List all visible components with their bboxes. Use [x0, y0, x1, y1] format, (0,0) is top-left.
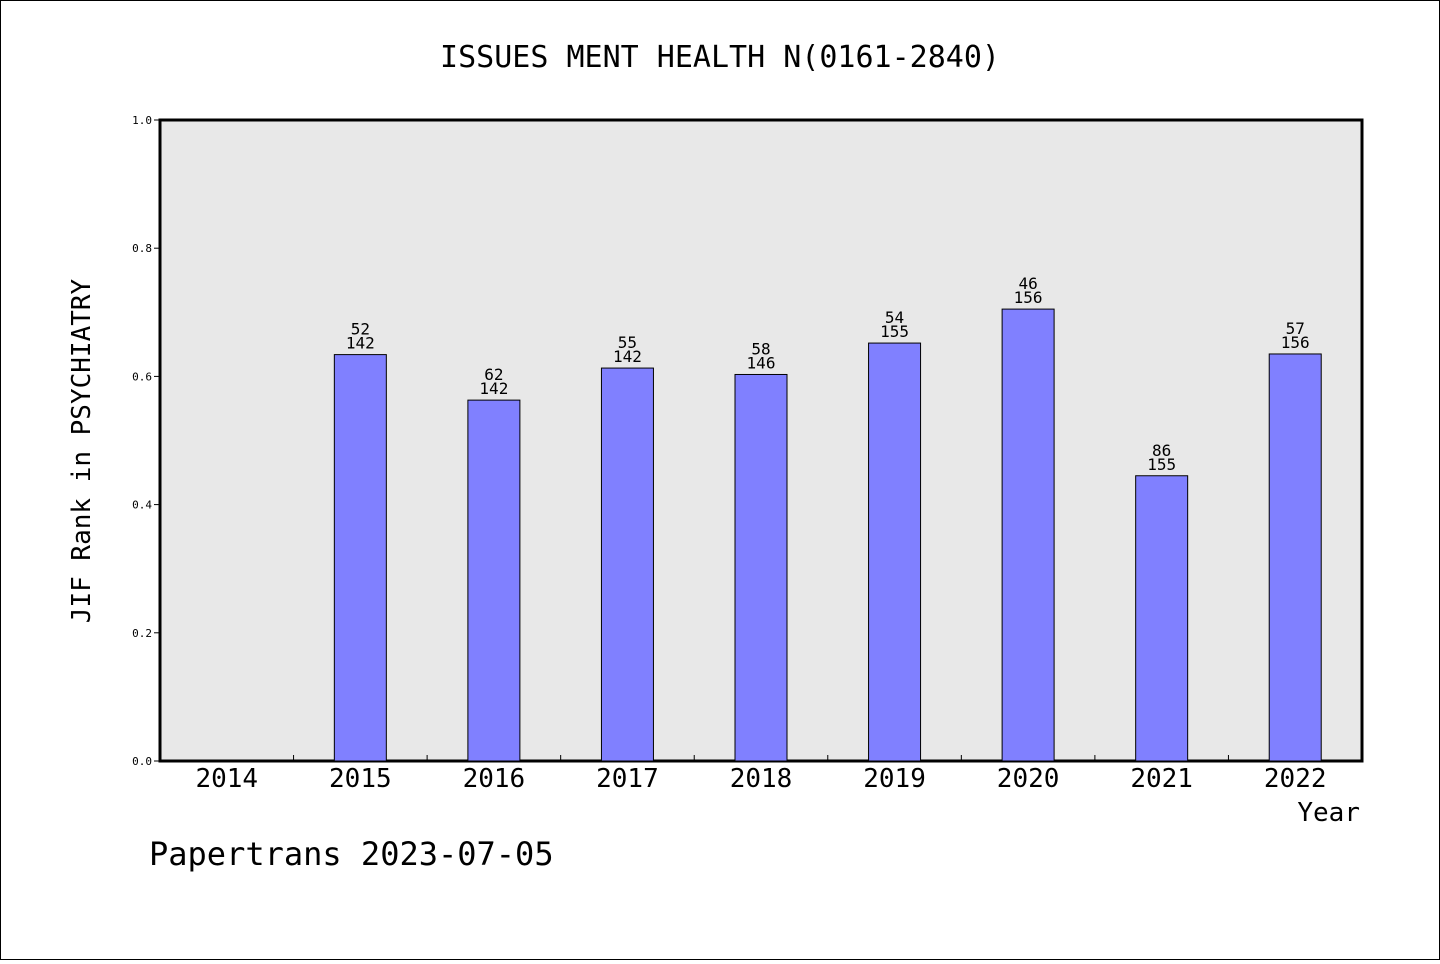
x-tick-label: 2017: [596, 764, 659, 794]
y-tick-label: 0.2: [132, 627, 152, 640]
x-tick-label: 2018: [730, 764, 793, 794]
x-axis-label: Year: [1297, 798, 1360, 828]
data-label-total: 146: [747, 353, 776, 372]
data-label-rank: 55: [618, 333, 637, 352]
bar-2015: [333, 354, 387, 762]
x-tick-label: 2015: [329, 764, 392, 794]
data-label-total: 142: [346, 334, 375, 353]
bar-series: [333, 308, 1322, 762]
data-label-rank: 54: [885, 308, 904, 327]
chart-title: ISSUES MENT HEALTH N(0161-2840): [440, 40, 1000, 75]
bar-2020: [1001, 308, 1055, 762]
x-axis-ticks: 2014 2015 2016 2017 2018 2019 2020 2021 2022: [195, 755, 1327, 794]
y-tick-label: 1.0: [132, 114, 152, 127]
footer-text: Papertrans 2023-07-05: [149, 835, 554, 873]
data-label-total: 155: [880, 322, 909, 341]
bar-2019: [868, 342, 922, 762]
data-label-rank: 58: [751, 339, 770, 358]
x-tick-label: 2016: [463, 764, 526, 794]
bar-2017: [600, 367, 654, 762]
data-label-rank: 52: [351, 320, 370, 339]
data-label-rank: 62: [484, 365, 503, 384]
y-axis-label: JIF Rank in PSYCHIATRY: [67, 278, 97, 623]
bar-2021: [1135, 475, 1189, 762]
bar-2016: [467, 399, 521, 762]
data-label-total: 142: [613, 347, 642, 366]
data-label-total: 155: [1147, 455, 1176, 474]
y-tick-label: 0.0: [132, 755, 152, 768]
x-tick-label: 2022: [1264, 764, 1327, 794]
data-label-rank: 46: [1018, 274, 1037, 293]
x-tick-label: 2021: [1130, 764, 1193, 794]
data-label-total: 156: [1281, 333, 1310, 352]
y-tick-label: 0.6: [132, 370, 152, 383]
data-label-rank: 86: [1152, 441, 1171, 460]
data-label-rank: 57: [1286, 319, 1305, 338]
y-tick-label: 0.8: [132, 242, 152, 255]
x-tick-label: 2014: [195, 764, 258, 794]
bar-2018: [734, 373, 788, 762]
data-label-total: 156: [1014, 288, 1043, 307]
y-tick-label: 0.4: [132, 499, 152, 512]
y-axis-ticks: 0.0 0.2 0.4 0.6 0.8 1.0: [132, 114, 160, 768]
data-label-total: 142: [479, 379, 508, 398]
bar-2022: [1268, 353, 1322, 762]
x-tick-label: 2020: [997, 764, 1060, 794]
x-tick-label: 2019: [863, 764, 926, 794]
